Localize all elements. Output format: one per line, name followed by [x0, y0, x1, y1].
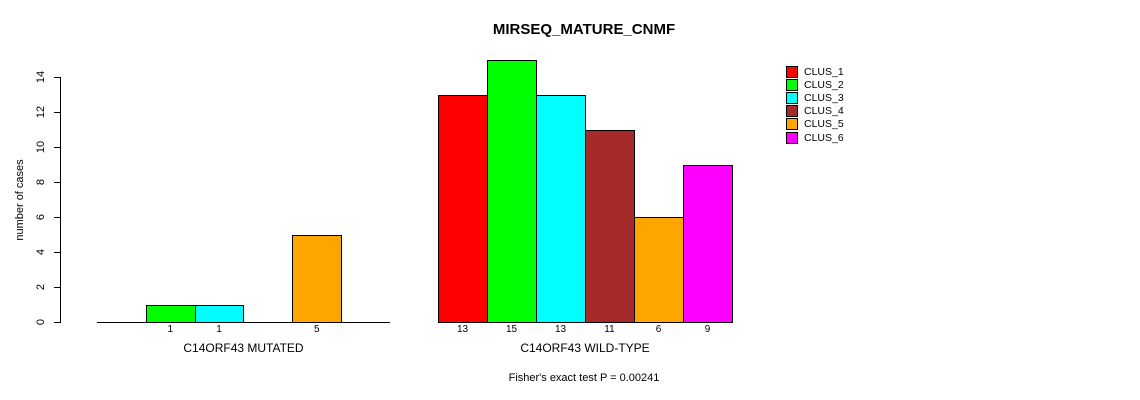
legend-label: CLUS_2: [804, 79, 844, 92]
bar-clus_3: [536, 94, 586, 323]
bar-clus_5: [634, 217, 684, 323]
y-tick-label: 4: [35, 248, 47, 256]
legend-label: CLUS_4: [804, 105, 844, 118]
chart-title: MIRSEQ_MATURE_CNMF: [492, 21, 676, 38]
y-tick: [54, 322, 61, 323]
fisher-test-annotation: Fisher's exact test P = 0.00241: [508, 372, 660, 384]
legend-swatch-clus_4: [786, 105, 798, 118]
bar-clus_1: [438, 94, 488, 323]
y-tick: [54, 147, 61, 148]
y-tick: [54, 112, 61, 113]
y-tick: [54, 252, 61, 253]
legend-label: CLUS_5: [804, 118, 844, 131]
y-tick: [54, 182, 61, 183]
y-axis-line: [60, 77, 61, 323]
legend-swatch-clus_2: [786, 79, 798, 92]
y-tick-label: 6: [35, 213, 47, 221]
y-tick-label: 0: [35, 318, 47, 326]
legend-label: CLUS_3: [804, 92, 844, 105]
bar-value-label: 15: [505, 324, 518, 335]
group-label: C14ORF43 MUTATED: [183, 341, 304, 355]
bar-clus_5: [292, 234, 343, 323]
bar-value-label: 5: [313, 324, 320, 335]
y-tick-label: 2: [35, 283, 47, 291]
bar-value-label: 13: [554, 324, 567, 335]
bar-clus_6: [683, 164, 733, 323]
bar-value-label: 1: [167, 324, 174, 335]
legend-swatch-clus_3: [786, 92, 798, 105]
y-axis-title: number of cases: [14, 159, 26, 241]
y-tick-label: 14: [35, 70, 47, 84]
bar-value-label: 6: [655, 324, 662, 335]
y-tick: [54, 217, 61, 218]
bar-clus_3: [194, 304, 245, 323]
group-label: C14ORF43 WILD-TYPE: [520, 341, 650, 355]
bar-value-label: 1: [216, 324, 222, 335]
y-tick: [54, 287, 61, 288]
legend-swatch-clus_5: [786, 118, 798, 131]
bar-value-label: 11: [604, 324, 615, 335]
bar-clus_2: [145, 304, 196, 323]
y-tick: [54, 77, 61, 78]
y-tick-label: 12: [35, 105, 47, 119]
legend-swatch-clus_1: [786, 66, 798, 78]
bar-clus_2: [487, 59, 537, 323]
legend-label: CLUS_6: [804, 131, 844, 144]
bar-value-label: 13: [456, 324, 469, 335]
bar-clus_4: [585, 129, 635, 323]
legend-swatch-clus_6: [786, 131, 798, 144]
y-tick-label: 8: [35, 178, 47, 186]
bar-value-label: 9: [704, 324, 711, 335]
legend-label: CLUS_1: [804, 66, 844, 78]
y-tick-label: 10: [35, 140, 47, 154]
